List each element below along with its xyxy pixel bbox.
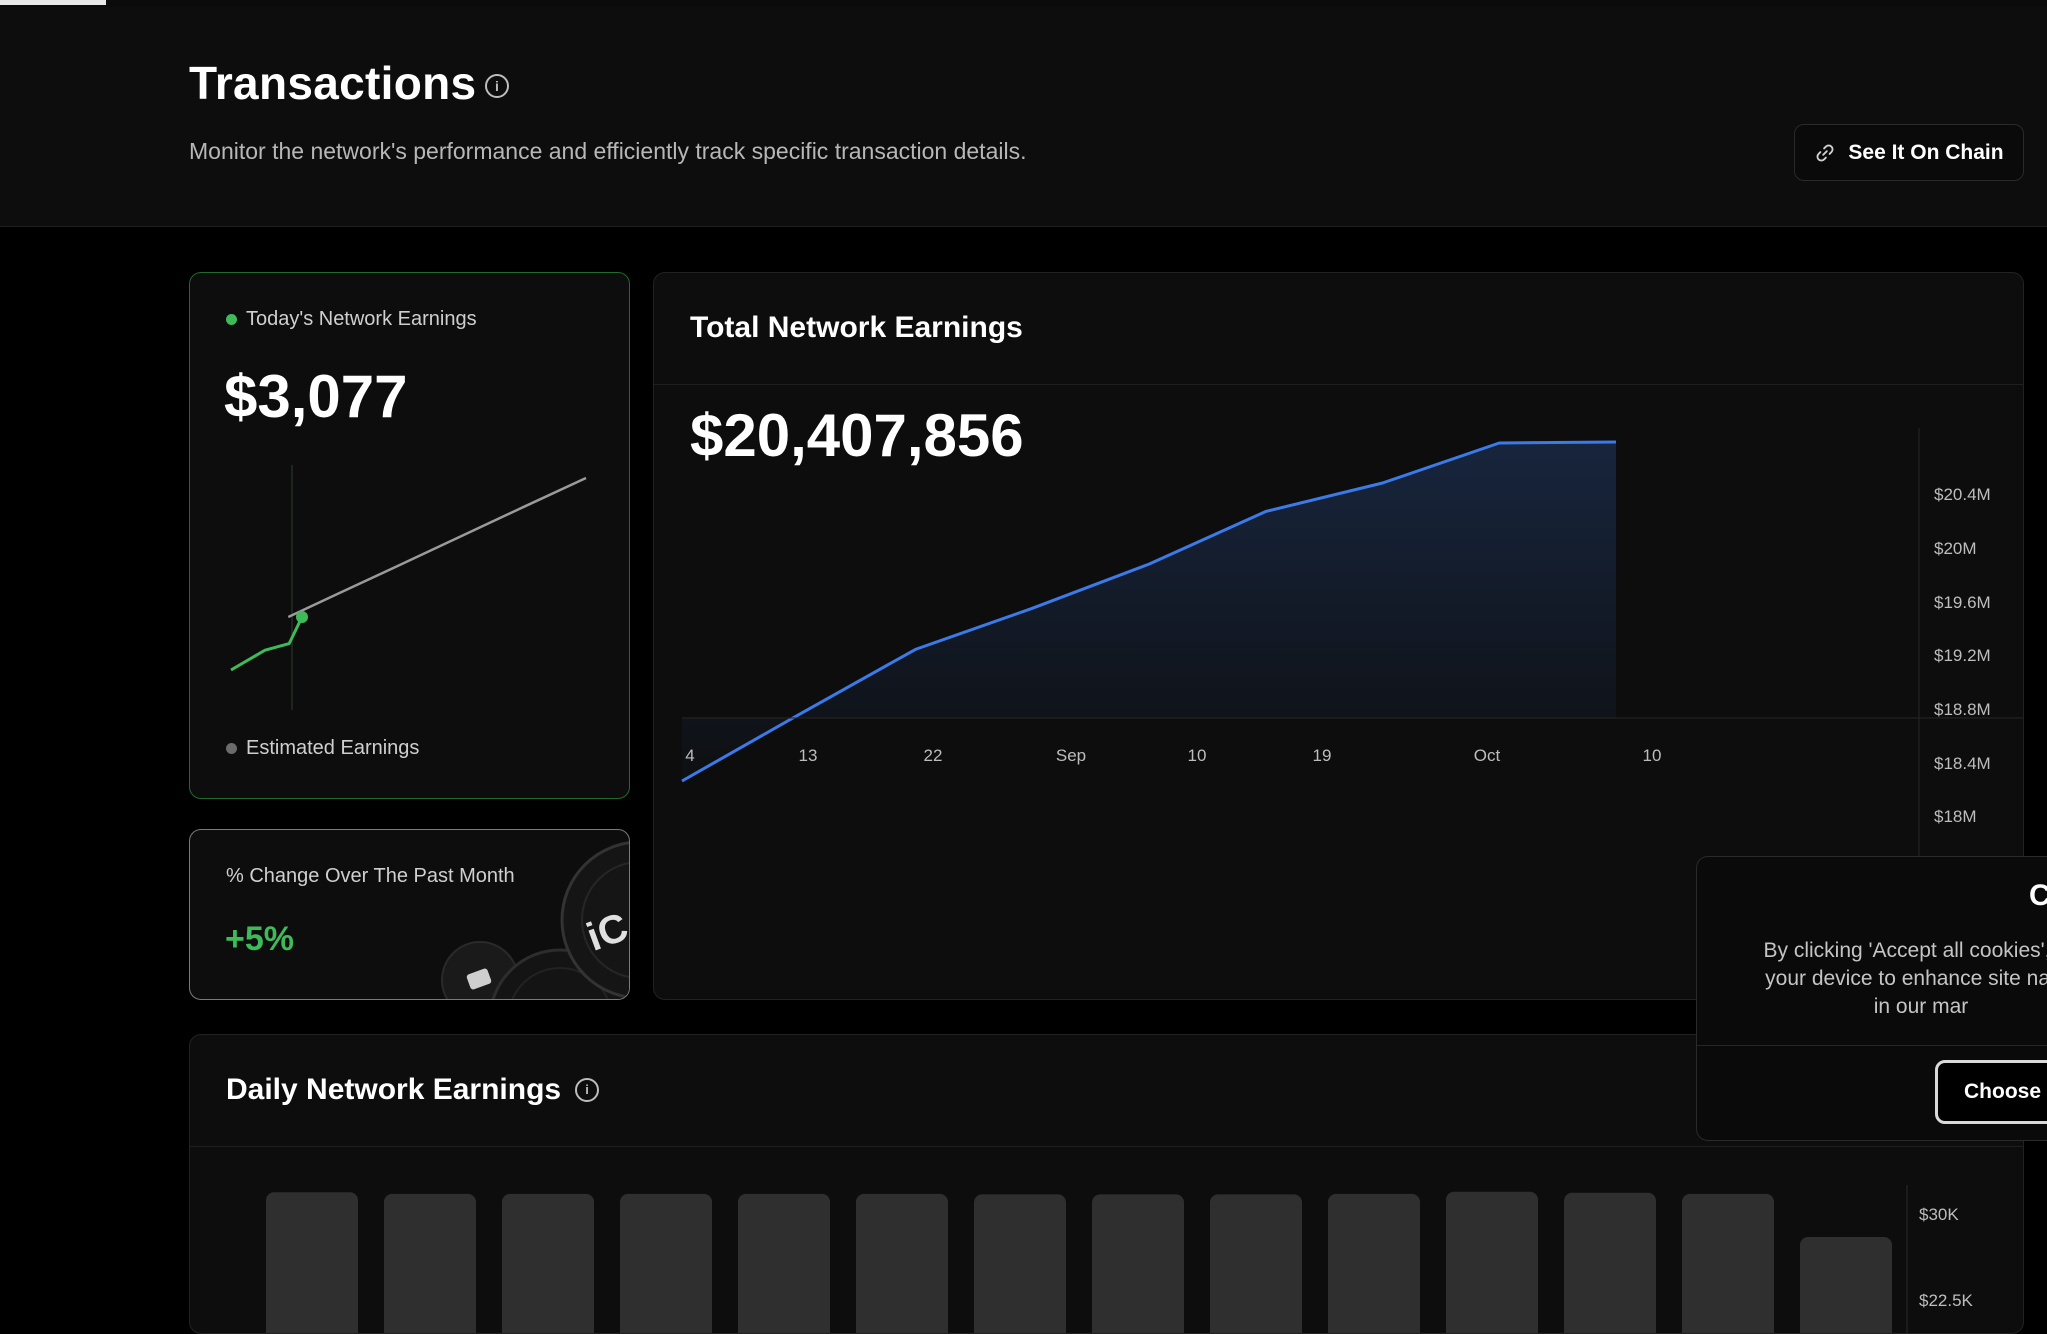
x-tick-label: 13 bbox=[799, 746, 818, 765]
todays-earnings-legend: Today's Network Earnings bbox=[226, 308, 477, 331]
y-tick-label: $18M bbox=[1934, 807, 1977, 826]
todays-earnings-value: $3,077 bbox=[224, 363, 408, 430]
monthly-change-card: % Change Over The Past Month +5% iC bbox=[189, 829, 630, 1000]
daily-bar bbox=[1682, 1193, 1774, 1333]
total-earnings-chart: $20.4M $20M $19.6M $19.2M $18.8M $18.4M $18M 4 1… bbox=[681, 428, 2023, 999]
todays-earnings-card bbox=[189, 272, 630, 799]
daily-bar bbox=[974, 1194, 1066, 1333]
x-tick-label: 10 bbox=[1643, 746, 1662, 765]
estimated-earnings-legend: Estimated Earnings bbox=[226, 737, 419, 760]
y-tick-label: $30K bbox=[1919, 1205, 1959, 1224]
daily-bar bbox=[856, 1193, 948, 1333]
total-earnings-value: $20,407,856 bbox=[690, 402, 1024, 469]
total-earnings-line bbox=[681, 440, 1617, 783]
x-tick-label: 4 bbox=[685, 746, 694, 765]
y-tick-label: $19.6M bbox=[1934, 593, 1991, 612]
info-icon[interactable]: i bbox=[575, 1078, 600, 1102]
y-tick-label: $20M bbox=[1934, 539, 1977, 558]
coins-illustration: iC bbox=[441, 841, 629, 999]
green-dot-icon bbox=[226, 314, 237, 325]
daily-bar bbox=[1446, 1191, 1538, 1333]
cookie-text-line: By clicking 'Accept all cookies', yo bbox=[1763, 939, 2047, 962]
daily-bar bbox=[738, 1193, 830, 1333]
divider bbox=[1697, 1045, 2047, 1046]
cookie-consent-banner: C By clicking 'Accept all cookies', yo y… bbox=[1696, 856, 2047, 1141]
daily-bar bbox=[1092, 1194, 1184, 1333]
link-icon bbox=[1816, 144, 1834, 161]
y-tick-label: $20.4M bbox=[1934, 485, 1991, 504]
x-tick-label: Oct bbox=[1474, 746, 1501, 765]
daily-bar bbox=[620, 1193, 712, 1333]
total-earnings-card: Total Network Earnings $20,407,856 $20.4… bbox=[653, 272, 2024, 1000]
daily-bar bbox=[1328, 1193, 1420, 1333]
see-it-on-chain-label: See It On Chain bbox=[1848, 140, 2004, 164]
y-tick-label: $18.4M bbox=[1934, 754, 1991, 773]
divider bbox=[190, 1146, 2023, 1147]
daily-bar bbox=[1210, 1194, 1302, 1333]
estimated-earnings-line bbox=[287, 476, 587, 619]
daily-bar bbox=[1564, 1192, 1656, 1333]
cookie-banner-text: By clicking 'Accept all cookies', yo you… bbox=[1711, 937, 2047, 1021]
active-tab-indicator bbox=[0, 0, 106, 5]
divider bbox=[654, 384, 2023, 385]
actual-earnings-line bbox=[230, 616, 304, 672]
x-tick-label: 10 bbox=[1188, 746, 1207, 765]
daily-earnings-title: Daily Network Earnings bbox=[226, 1073, 562, 1106]
daily-bar bbox=[266, 1192, 358, 1333]
total-earnings-area bbox=[682, 441, 1616, 781]
x-tick-label: Sep bbox=[1056, 746, 1086, 765]
y-tick-label: $22.5K bbox=[1919, 1291, 1974, 1310]
monthly-change-label: % Change Over The Past Month bbox=[226, 865, 515, 887]
monthly-change-value: +5% bbox=[225, 920, 294, 958]
estimated-earnings-label: Estimated Earnings bbox=[246, 737, 420, 759]
info-icon[interactable]: i bbox=[485, 74, 509, 98]
todays-earnings-chart bbox=[230, 465, 587, 710]
cookie-text-line: in our mar bbox=[1873, 995, 1969, 1018]
x-tick-label: 19 bbox=[1313, 746, 1332, 765]
daily-bar bbox=[502, 1193, 594, 1333]
daily-bar bbox=[1800, 1237, 1892, 1333]
page-header bbox=[0, 7, 2047, 227]
choose-cookies-button[interactable]: Choose C bbox=[1935, 1060, 2047, 1124]
current-earnings-point bbox=[296, 611, 308, 624]
y-tick-label: $18.8M bbox=[1934, 700, 1991, 719]
gray-dot-icon bbox=[226, 743, 237, 754]
daily-bar bbox=[384, 1193, 476, 1333]
page-subtitle: Monitor the network's performance and ef… bbox=[189, 138, 1027, 164]
todays-earnings-label: Today's Network Earnings bbox=[246, 308, 477, 330]
daily-earnings-header: Daily Network Earnings i bbox=[226, 1073, 600, 1107]
cookie-text-line: your device to enhance site navig bbox=[1765, 967, 2047, 990]
page-title: Transactions bbox=[189, 57, 477, 109]
y-tick-label: $19.2M bbox=[1934, 646, 1991, 665]
total-earnings-title: Total Network Earnings bbox=[690, 311, 1023, 344]
x-tick-label: 22 bbox=[924, 746, 943, 765]
cookie-banner-title: C bbox=[2029, 879, 2047, 913]
see-it-on-chain-button[interactable]: See It On Chain bbox=[1794, 124, 2024, 181]
